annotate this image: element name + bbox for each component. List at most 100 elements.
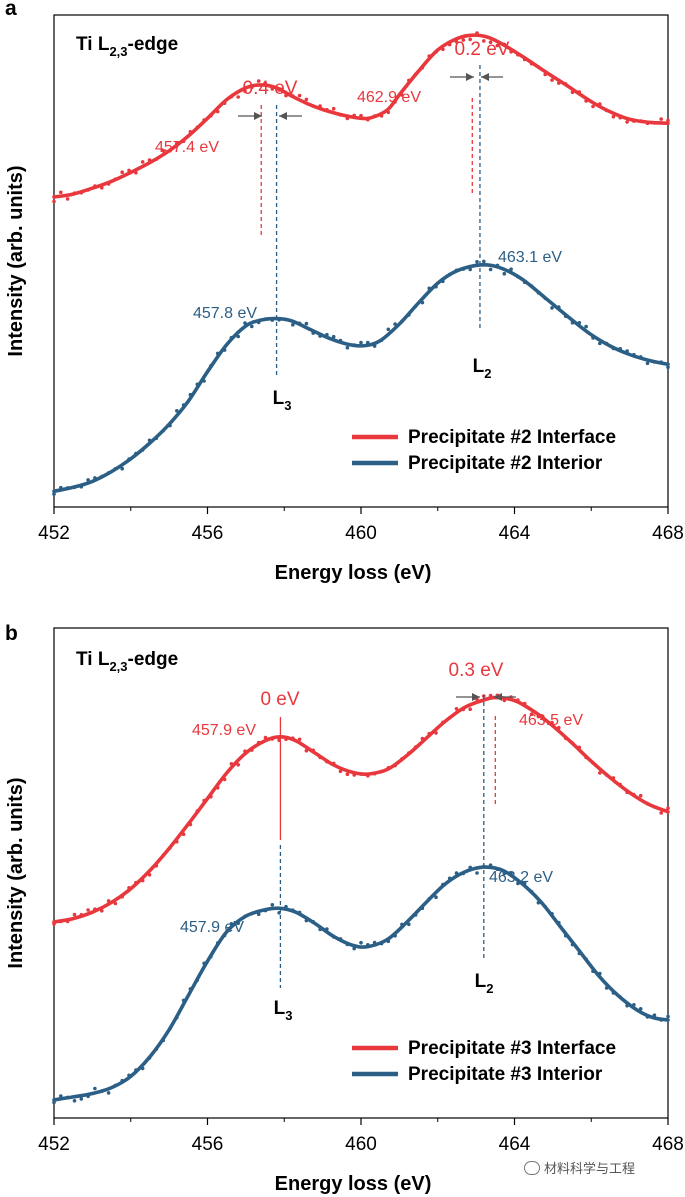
edge-title-sub: 2,3	[109, 44, 127, 59]
interior-peak-label: 457.8 eV	[193, 305, 257, 322]
edge-title: Ti L2,3-edge	[76, 34, 178, 59]
data-point	[659, 811, 663, 815]
series-line	[52, 262, 670, 494]
x-tick-label: 464	[499, 523, 531, 544]
data-point	[488, 40, 493, 44]
edge-title-main: Ti L	[76, 649, 110, 670]
data-point	[256, 79, 261, 83]
data-point	[591, 104, 595, 109]
wechat-icon	[524, 1161, 540, 1175]
data-point	[345, 772, 350, 776]
data-point	[291, 323, 295, 327]
data-point	[120, 170, 124, 174]
chart-panel-a: 452 456 460 464 468 Energy loss (eV) Intensity…	[5, 0, 684, 584]
x-axis-label: Energy loss (eV)	[275, 562, 432, 584]
energy-shift-label: 0.2 eV	[455, 39, 510, 60]
legend-label: Precipitate #3 Interior	[408, 1064, 603, 1085]
shift-arrow-head	[494, 693, 502, 701]
edge-peak-label-main: L	[475, 971, 487, 992]
interior-peak-label: 463.2 eV	[489, 869, 553, 886]
data-point	[161, 148, 165, 153]
data-point	[331, 106, 336, 111]
data-point	[584, 324, 588, 329]
x-tick-label: 456	[192, 1134, 224, 1155]
x-axis-label: Energy loss (eV)	[275, 1173, 432, 1195]
annotations: 0.4 eV 0.2 eV 457.4 eV 462.9 eV 457.8 eV 463.…	[155, 39, 562, 413]
data-point	[59, 190, 63, 195]
data-point	[638, 793, 643, 798]
edge-peak-label: L3	[273, 388, 292, 413]
data-point	[270, 903, 275, 907]
edge-peak-label-sub: 2	[486, 981, 493, 996]
data-point	[482, 39, 486, 43]
shift-arrow-head	[481, 73, 489, 81]
data-point	[304, 321, 309, 326]
series-interior	[52, 863, 670, 1105]
data-point	[468, 707, 473, 711]
data-point	[236, 95, 240, 99]
data-point	[52, 199, 56, 204]
data-point	[625, 120, 629, 124]
interface-peak-label: 463.5 eV	[519, 712, 583, 729]
legend-label: Precipitate #2 Interior	[408, 453, 603, 474]
data-point	[434, 895, 438, 899]
data-point	[645, 361, 650, 366]
x-tick-label: 468	[652, 1134, 684, 1155]
data-point	[666, 118, 670, 123]
x-tick-label: 452	[38, 523, 70, 544]
shift-arrow-head	[466, 73, 474, 81]
x-tick-label: 460	[345, 1134, 377, 1155]
data-point	[140, 160, 145, 164]
data-point	[509, 267, 513, 272]
data-point	[359, 340, 363, 345]
shift-arrow-head	[472, 693, 480, 701]
shift-arrow-head	[254, 112, 262, 120]
series-interior	[52, 259, 670, 496]
data-point	[106, 1091, 111, 1095]
y-axis-label: Intensity (arb. units)	[5, 165, 27, 356]
data-point	[461, 38, 466, 42]
data-point	[93, 1086, 97, 1091]
edge-title-suffix: -edge	[128, 34, 179, 55]
watermark-text: 材料科学与工程	[544, 1162, 636, 1177]
legend-label: Precipitate #3 Interface	[408, 1038, 616, 1059]
data-point	[502, 271, 507, 276]
data-point	[52, 492, 56, 496]
data-point	[175, 409, 179, 413]
interface-peak-label: 457.4 eV	[155, 139, 219, 156]
data-point	[550, 78, 554, 82]
edge-peak-label-sub: 3	[285, 1008, 292, 1023]
legend: Precipitate #2 Interface Precipitate #2 I…	[352, 427, 616, 474]
data-point	[72, 1099, 77, 1103]
edge-title-sub: 2,3	[109, 659, 127, 674]
data-point	[304, 97, 309, 102]
edge-peak-label: L3	[274, 998, 293, 1023]
data-point	[79, 1097, 84, 1101]
data-point	[666, 806, 670, 810]
data-point	[120, 466, 124, 471]
series-line	[52, 33, 670, 199]
shift-arrow-head	[279, 112, 287, 120]
data-point	[86, 908, 90, 912]
interface-peak-label: 457.9 eV	[192, 722, 256, 739]
y-axis-label: Intensity (arb. units)	[5, 777, 27, 968]
data-point	[345, 345, 350, 350]
legend: Precipitate #3 Interface Precipitate #3 I…	[352, 1038, 616, 1085]
panel-label: b	[5, 622, 18, 645]
edge-peak-label: L2	[475, 971, 494, 996]
data-point	[72, 912, 77, 917]
data-point	[666, 1014, 670, 1019]
edge-peak-label-sub: 2	[484, 366, 491, 381]
edge-peak-label-main: L	[273, 388, 285, 409]
energy-shift-label: 0.3 eV	[449, 660, 504, 681]
x-tick-label: 464	[499, 1134, 531, 1155]
data-point	[236, 763, 240, 767]
data-point	[611, 114, 616, 119]
data-point	[488, 267, 493, 272]
edge-peak-label: L2	[473, 356, 492, 381]
series-line	[52, 695, 670, 924]
edge-peak-label-sub: 3	[284, 398, 291, 413]
data-point	[331, 334, 336, 339]
data-point	[65, 197, 70, 201]
